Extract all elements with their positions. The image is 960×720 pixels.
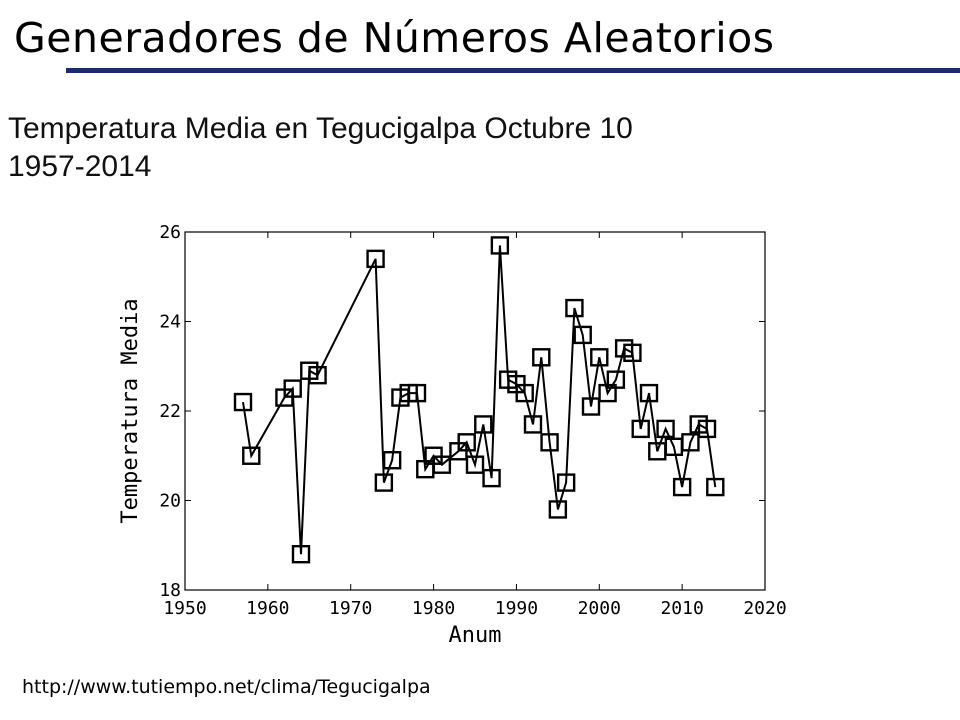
x-tick-label: 1990 xyxy=(495,598,538,619)
data-point-marker xyxy=(606,370,626,389)
x-axis-label: Anum xyxy=(449,623,502,648)
x-tick-label: 2020 xyxy=(743,598,786,619)
data-point-marker xyxy=(581,397,601,416)
data-point-marker xyxy=(532,348,551,367)
y-tick-label: 18 xyxy=(159,580,181,601)
data-point-marker xyxy=(474,415,493,434)
data-point-marker xyxy=(515,383,534,403)
data-point-marker xyxy=(432,455,452,474)
data-point-marker xyxy=(548,500,568,519)
data-point-marker xyxy=(482,468,501,488)
x-tick-label: 1960 xyxy=(246,598,289,619)
data-point-marker xyxy=(523,415,543,434)
y-tick-label: 22 xyxy=(159,401,181,422)
data-point-marker xyxy=(291,545,311,564)
data-point-marker xyxy=(565,298,584,318)
data-point-marker xyxy=(697,419,717,439)
data-point-marker xyxy=(706,477,725,497)
data-point-marker xyxy=(556,473,576,492)
chart-heading-line-2: 1957-2014 xyxy=(8,150,152,183)
x-tick-label: 2000 xyxy=(578,598,621,619)
data-point-marker xyxy=(283,379,302,398)
data-point-marker xyxy=(540,433,559,452)
data-point-marker xyxy=(374,473,394,492)
data-point-marker xyxy=(242,446,261,465)
data-point-marker xyxy=(631,419,650,439)
x-tick-label: 2010 xyxy=(660,598,703,619)
plot-frame xyxy=(184,231,766,591)
data-point-marker xyxy=(407,383,427,403)
data-point-marker xyxy=(573,325,592,345)
x-tick-label: 1950 xyxy=(163,598,206,619)
y-tick-label: 20 xyxy=(159,491,181,512)
data-point-marker xyxy=(490,236,510,255)
data-point-marker xyxy=(465,455,485,474)
data-point-marker xyxy=(656,419,675,439)
data-point-marker xyxy=(623,343,642,363)
y-tick-label: 26 xyxy=(159,222,181,243)
data-point-marker xyxy=(366,249,385,269)
y-axis-label: Temperatura Media xyxy=(118,298,143,523)
y-tick-label: 24 xyxy=(159,312,181,333)
slide-title: Generadores de Números Aleatorios xyxy=(14,14,775,62)
title-underline xyxy=(66,68,960,73)
data-point-marker xyxy=(382,451,402,470)
data-point-marker xyxy=(672,477,692,497)
data-point-marker xyxy=(308,366,327,385)
chart-heading: Temperatura Media en Tegucigalpa Octubre… xyxy=(8,110,633,186)
data-point-marker xyxy=(233,392,253,412)
data-point-marker xyxy=(590,348,609,367)
x-tick-label: 1980 xyxy=(412,598,455,619)
data-point-marker xyxy=(639,383,659,403)
data-point-marker xyxy=(457,433,476,452)
series-line xyxy=(242,245,717,555)
source-link[interactable]: http://www.tutiempo.net/clima/Tegucigalp… xyxy=(22,676,431,698)
data-point-marker xyxy=(681,433,700,452)
chart-heading-line-1: Temperatura Media en Tegucigalpa Octubre… xyxy=(8,112,633,145)
x-tick-label: 1970 xyxy=(329,598,372,619)
